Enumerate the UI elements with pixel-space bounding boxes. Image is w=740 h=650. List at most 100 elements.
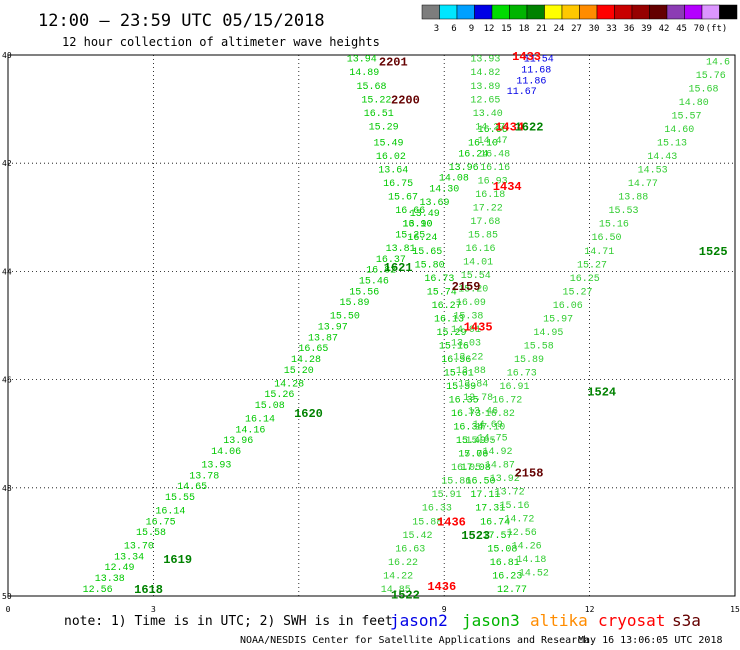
satellite-legend: jason2 jason3 altika cryosat s3a	[390, 611, 701, 630]
wave-height-label: 15.49	[373, 139, 403, 150]
track-time-label: 2200	[391, 93, 420, 107]
wave-height-label: 16.22	[388, 558, 418, 569]
wave-height-label: 15.67	[388, 193, 418, 204]
color-scale-label: 15	[501, 24, 512, 34]
wave-height-label: 17.57	[483, 531, 513, 542]
wave-height-label: 14.80	[679, 98, 709, 109]
data-labels: 12.5613.3812.4913.3413.7015.5816.7516.14…	[83, 55, 730, 596]
plot-frame	[7, 54, 736, 597]
wave-height-label: 16.72	[492, 396, 522, 407]
color-scale-label: 42	[659, 24, 670, 34]
wave-height-label: 16.65	[298, 344, 328, 355]
wave-height-label: 15.89	[514, 355, 544, 366]
wave-height-label: 16.25	[570, 274, 600, 285]
color-swatch	[666, 4, 685, 20]
track-time-label: 1523	[461, 529, 490, 543]
wave-height-label: 14.77	[628, 179, 658, 190]
wave-height-label: 16.27	[432, 301, 462, 312]
x-tick-label: 3	[151, 605, 156, 614]
color-scale-label: 9	[469, 24, 474, 34]
wave-height-label: 16.33	[422, 504, 452, 515]
wave-height-label: 15.29	[436, 328, 466, 339]
wave-height-label: 13.22	[453, 352, 483, 363]
wave-height-label: 13.84	[458, 379, 488, 390]
wave-height-label: 13.70	[124, 542, 154, 553]
wave-height-label: 13.78	[189, 471, 219, 482]
x-tick-label: 9	[442, 605, 447, 614]
color-swatch	[684, 4, 703, 20]
color-swatch	[491, 4, 510, 20]
chart-subtitle: 12 hour collection of altimeter wave hei…	[62, 35, 380, 49]
y-tick-label: 44	[2, 267, 12, 276]
footer-timestamp: May 16 13:06:05 UTC 2018	[578, 635, 723, 646]
wave-height-label: 15.79	[458, 450, 488, 461]
wave-height-label: 14.52	[519, 569, 549, 580]
wave-height-label: 14.30	[429, 185, 459, 196]
wave-height-label: 14.53	[638, 166, 668, 177]
wave-height-label: 16.56	[441, 355, 471, 366]
wave-height-label: 13.72	[495, 488, 525, 499]
color-swatch	[439, 4, 458, 20]
wave-height-label: 16.75	[383, 179, 413, 190]
wave-height-label: 15.53	[609, 206, 639, 217]
wave-height-label: 15.08	[487, 544, 517, 555]
color-swatch	[701, 4, 720, 20]
color-scale-label: 24	[554, 24, 565, 34]
wave-height-label: 13.88	[618, 193, 648, 204]
track-time-label: 1621	[384, 261, 413, 275]
wave-height-label: 13.96	[223, 436, 253, 447]
wave-height-label: 15.29	[369, 122, 399, 133]
wave-height-label: 13.34	[114, 552, 144, 563]
wave-height-label: 15.89	[340, 298, 370, 309]
wave-height-label: 14.28	[274, 379, 304, 390]
track-time-label: 2158	[515, 467, 544, 481]
wave-height-label: 15.46	[359, 277, 389, 288]
wave-height-label: 15.54	[461, 271, 491, 282]
wave-height-label: 12.78	[463, 393, 493, 404]
color-scale-label: 3	[434, 24, 439, 34]
wave-height-label: 12.56	[83, 585, 113, 596]
wave-height-label: 16.02	[376, 152, 406, 163]
track-time-label: 1522	[391, 588, 420, 602]
wave-height-label: 15.97	[543, 314, 573, 325]
wave-height-label: 14.01	[463, 258, 493, 269]
footer-credit: NOAA/NESDIS Center for Satellite Applica…	[240, 635, 589, 646]
wave-height-label: 14.82	[470, 68, 500, 79]
wave-height-label: 16.24	[458, 149, 488, 160]
wave-height-label: 13.64	[378, 166, 408, 177]
color-scale-label: 33	[606, 24, 617, 34]
track-time-label: 1434	[495, 120, 524, 134]
wave-height-label: 14.85	[381, 585, 411, 596]
y-tick-label: 40	[2, 51, 12, 60]
wave-height-label: 17.08	[461, 463, 491, 474]
wave-height-label: 16.73	[507, 368, 537, 379]
wave-height-label: 15.57	[672, 112, 702, 123]
wave-height-label: 16.23	[492, 571, 522, 582]
track-time-label: 1525	[699, 245, 728, 259]
wave-height-label: 16.10	[403, 220, 433, 231]
color-swatch	[596, 4, 615, 20]
wave-height-label: 13.88	[456, 366, 486, 377]
wave-height-label: 14.18	[516, 555, 546, 566]
y-tick-label: 42	[2, 159, 12, 168]
legend-s3a: s3a	[672, 611, 701, 630]
wave-height-label: 14.89	[349, 68, 379, 79]
wave-height-label: 14.65	[177, 482, 207, 493]
wave-height-label: 15.22	[361, 95, 391, 106]
wave-height-label: 13.46	[468, 406, 498, 417]
wave-height-label: 14.06	[211, 447, 241, 458]
x-tick-label: 0	[6, 605, 11, 614]
wave-height-label: 15.20	[284, 366, 314, 377]
wave-height-label: 15.86	[441, 477, 471, 488]
wave-height-label: 16.75	[146, 517, 176, 528]
color-scale-label: 6	[451, 24, 456, 34]
wave-height-label: 16.50	[466, 477, 496, 488]
wave-height-label: 16.73	[424, 274, 454, 285]
wave-height-label: 13.40	[473, 109, 503, 120]
wave-height-label: 13.89	[470, 82, 500, 93]
wave-height-label: 15.16	[499, 501, 529, 512]
wave-height-label: 16.35	[449, 396, 479, 407]
color-scale-label: 18	[519, 24, 530, 34]
chart-title: 12:00 — 23:59 UTC 05/15/2018	[38, 11, 325, 31]
wave-height-label: 16.16	[480, 163, 510, 174]
